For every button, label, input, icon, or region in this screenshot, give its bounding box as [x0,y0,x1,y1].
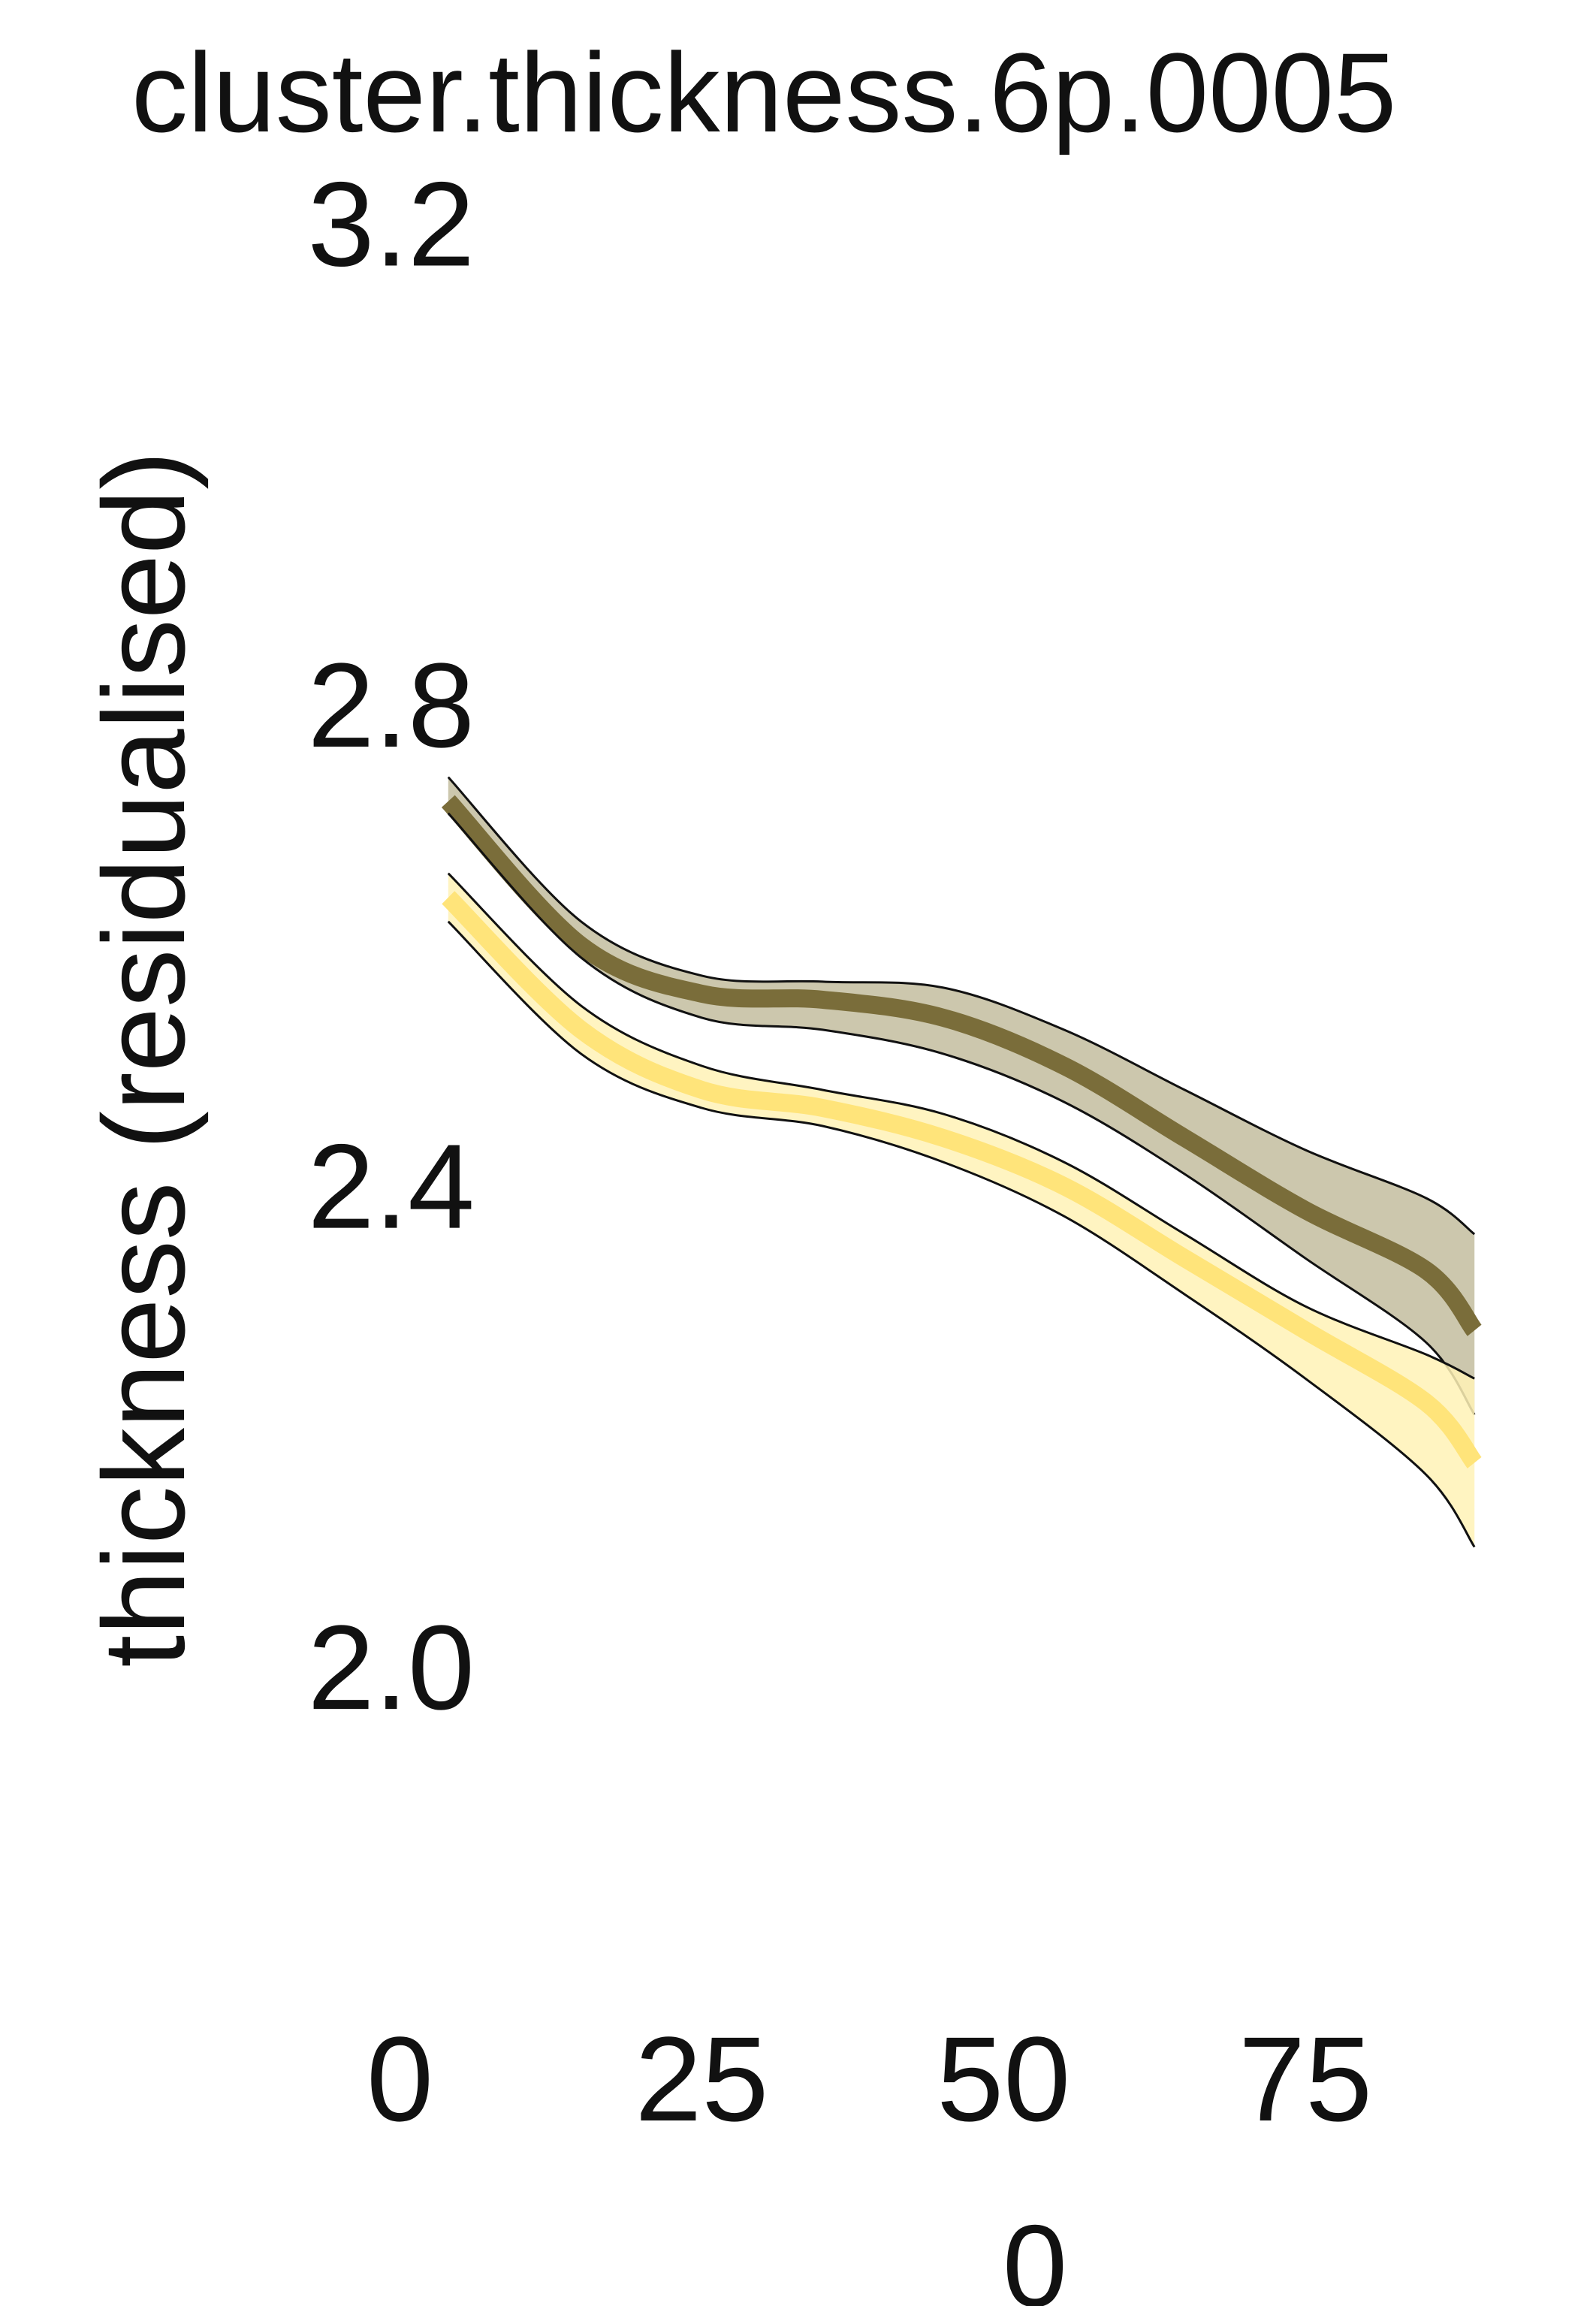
series-line [441,795,1482,1336]
series-line [442,891,1482,1468]
plot-area [441,776,1482,1548]
y-tick-label: 3.2 [308,157,475,291]
x-tick-label: 50 [937,2012,1070,2146]
y-tick-label: 2.0 [308,1600,475,1734]
band-lower-edge [447,812,1476,1416]
x-tick-label: 25 [635,2012,768,2146]
x-tick-labels: 0 25 50 75 [367,2012,1372,2146]
y-tick-label: 2.8 [308,638,475,772]
x-axis-label: 0 [1003,2201,1067,2306]
y-axis-label: thickness (residualised) [79,451,209,1668]
band-upper-edge [447,872,1475,1380]
band-lower-edge [447,920,1476,1548]
y-tick-label: 2.4 [308,1119,475,1254]
x-tick-label: 75 [1238,2012,1372,2146]
y-tick-labels: 2.0 2.4 2.8 3.2 [308,157,475,1735]
band-upper-edge [447,776,1476,1236]
x-tick-label: 0 [367,2012,433,2146]
chart-title: cluster.thickness.6p.0005 [131,29,1396,155]
